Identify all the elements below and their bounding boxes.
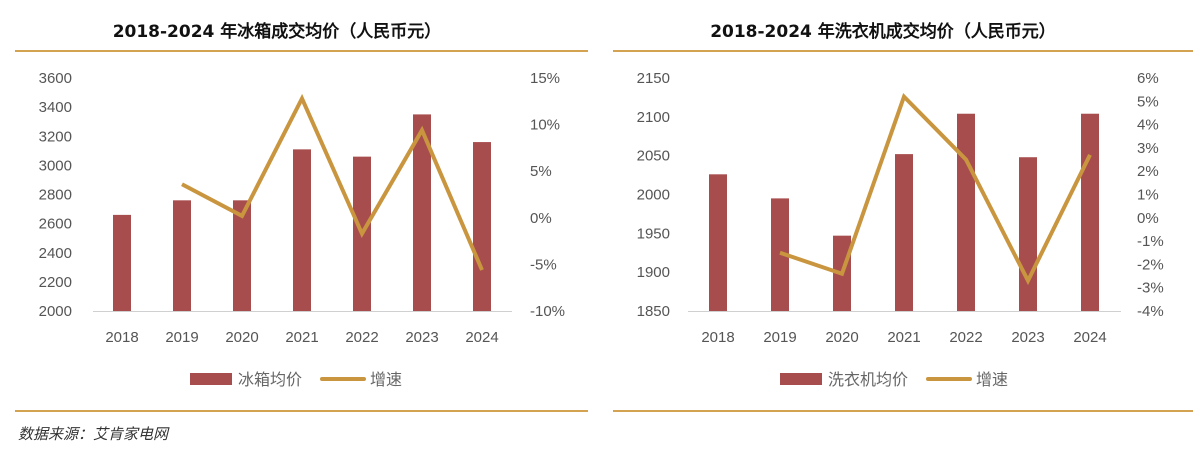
y-right-tick-label: 15% [530, 70, 560, 87]
y-right-tick-label: -3% [1137, 280, 1164, 297]
legend-bar-label: 冰箱均价 [238, 370, 302, 389]
x-tick-label: 2018 [701, 329, 734, 346]
y-left-tick-label: 2000 [39, 303, 72, 320]
x-tick-label: 2021 [887, 329, 920, 346]
chart-panel-washing-machine: 2018-2024 年洗衣机成交均价（人民币元） 1850 1900 1950 200… [613, 21, 1193, 412]
legend-bar-swatch [780, 373, 822, 385]
y-left-tick-label: 2600 [39, 216, 72, 233]
legend: 冰箱均价 增速 [190, 370, 402, 389]
y-right-tick-label: -10% [530, 303, 565, 320]
y-right-tick-label: 2% [1137, 163, 1159, 180]
y-right-tick-label: 0% [530, 210, 552, 227]
bar [293, 149, 311, 311]
x-tick-label: 2023 [405, 329, 438, 346]
y-left-tick-label: 2000 [637, 187, 670, 204]
x-tick-label: 2021 [285, 329, 318, 346]
y-left-tick-label: 1900 [637, 264, 670, 281]
growth-line [181, 93, 484, 271]
x-tick-label: 2022 [949, 329, 982, 346]
y-left-tick-label: 3600 [39, 70, 72, 87]
y-right-tick-label: 3% [1137, 140, 1159, 157]
y-left-tick-label: 3200 [39, 128, 72, 145]
y-left-tick-label: 1850 [637, 303, 670, 320]
y-left-tick-label: 3000 [39, 157, 72, 174]
x-tick-label: 2024 [465, 329, 498, 346]
x-tick-label: 2024 [1073, 329, 1106, 346]
x-tick-label: 2019 [165, 329, 198, 346]
x-tick-label: 2022 [345, 329, 378, 346]
bar [957, 113, 975, 311]
legend-bar-swatch [190, 373, 232, 385]
y-left-tick-label: 2200 [39, 274, 72, 291]
bar [1019, 157, 1037, 311]
legend-bar-label: 洗衣机均价 [828, 370, 908, 389]
y-right-tick-label: -4% [1137, 303, 1164, 320]
legend-line-label: 增速 [976, 370, 1008, 389]
bar [895, 154, 913, 311]
y-right-tick-label: 5% [1137, 93, 1159, 110]
x-tick-label: 2018 [105, 329, 138, 346]
bar [173, 200, 191, 311]
y-right-tick-label: 6% [1137, 70, 1159, 87]
bar [113, 214, 131, 311]
data-source: 数据来源：艾肯家电网 [18, 425, 170, 443]
y-left-tick-label: 2800 [39, 187, 72, 204]
y-left-tick-label: 2050 [637, 148, 670, 165]
growth-line [779, 92, 1092, 286]
bar [473, 142, 491, 311]
chart-panel-refrigerator: 2018-2024 年冰箱成交均价（人民币元） 2000 2200 2400 2600… [15, 21, 588, 412]
y-right-tick-label: -1% [1137, 233, 1164, 250]
legend: 洗衣机均价 增速 [780, 370, 1008, 389]
y-left-tick-label: 2100 [637, 109, 670, 126]
y-right-tick-label: -5% [530, 256, 557, 273]
y-left-tick-label: 1950 [637, 225, 670, 242]
y-left-tick-label: 2150 [637, 70, 670, 87]
chart-title: 2018-2024 年冰箱成交均价（人民币元） [113, 21, 442, 42]
legend-line-label: 增速 [370, 370, 402, 389]
y-right-tick-label: 0% [1137, 210, 1159, 227]
bar [413, 114, 431, 311]
y-right-tick-label: 5% [530, 163, 552, 180]
y-left-tick-label: 3400 [39, 99, 72, 116]
y-left-tick-label: 2400 [39, 245, 72, 262]
bar [709, 174, 727, 311]
y-right-tick-label: 4% [1137, 117, 1159, 134]
x-tick-label: 2019 [763, 329, 796, 346]
chart-title: 2018-2024 年洗衣机成交均价（人民币元） [710, 21, 1056, 42]
x-tick-label: 2020 [225, 329, 258, 346]
x-tick-label: 2023 [1011, 329, 1044, 346]
bar [233, 200, 251, 311]
y-right-tick-label: 10% [530, 117, 560, 134]
bar [1081, 113, 1099, 311]
y-right-tick-label: -2% [1137, 256, 1164, 273]
y-right-tick-label: 1% [1137, 187, 1159, 204]
x-tick-label: 2020 [825, 329, 858, 346]
